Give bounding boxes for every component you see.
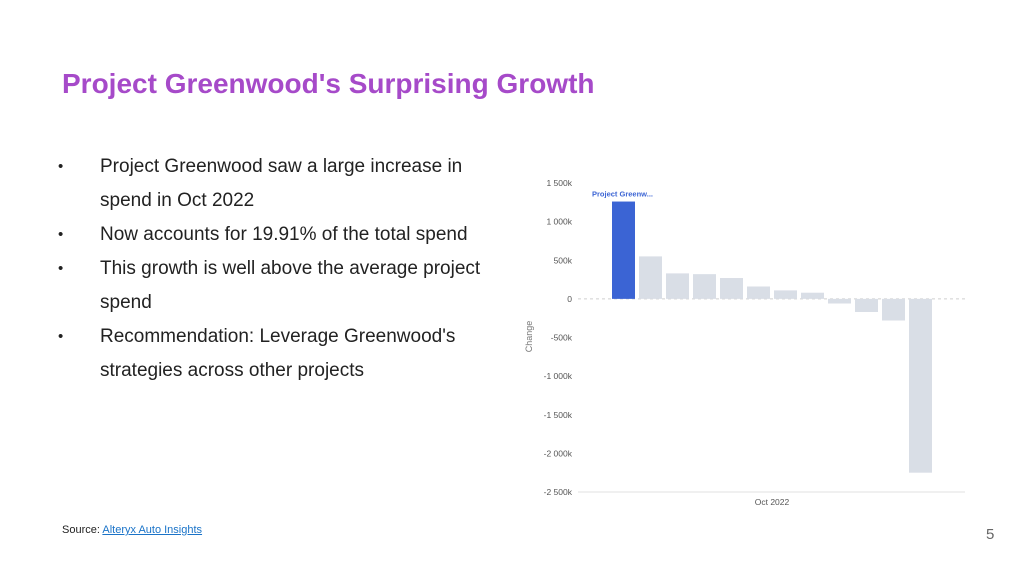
bar <box>747 286 770 299</box>
y-tick-label: -2 000k <box>544 448 573 458</box>
y-tick-label: -500k <box>551 333 573 343</box>
bullet-item: • Project Greenwood saw a large increase… <box>58 150 508 218</box>
bar <box>693 274 716 299</box>
bullet-text: Project Greenwood saw a large increase i… <box>100 156 463 211</box>
y-axis-title: Change <box>524 321 534 353</box>
bar <box>801 292 824 299</box>
bar <box>855 298 878 313</box>
y-tick-label: -1 500k <box>544 410 573 420</box>
y-tick-label: 1 500k <box>546 178 572 188</box>
highlight-bar-label: Project Greenw... <box>592 190 653 199</box>
bar <box>639 256 662 299</box>
highlight-bar <box>612 201 635 299</box>
bullet-list: • Project Greenwood saw a large increase… <box>58 150 508 388</box>
y-tick-label: -1 000k <box>544 371 573 381</box>
bar <box>720 278 743 299</box>
y-tick-label: -2 500k <box>544 487 573 497</box>
bullet-text: Recommendation: Leverage Greenwood's str… <box>100 326 456 381</box>
bar <box>666 273 689 299</box>
slide-title: Project Greenwood's Surprising Growth <box>62 68 595 99</box>
bullet-text: This growth is well above the average pr… <box>100 258 481 313</box>
x-axis-label: Oct 2022 <box>755 497 790 507</box>
y-tick-label: 1 000k <box>546 217 572 227</box>
page-number: 5 <box>986 526 995 543</box>
bullet-item: • Now accounts for 19.91% of the total s… <box>58 218 508 252</box>
source-prefix: Source: <box>62 524 100 536</box>
bullet-item: • This growth is well above the average … <box>58 252 508 320</box>
change-bar-chart: 1 500k 1 000k 500k 0 -500k -1 000k -1 500k -2 0… <box>524 178 965 507</box>
bullet-marker: • <box>58 158 64 175</box>
bar <box>774 290 797 299</box>
y-tick-label: 0 <box>567 294 572 304</box>
y-tick-label: 500k <box>554 255 573 265</box>
bullet-marker: • <box>58 260 64 277</box>
bar <box>828 298 851 304</box>
bullet-text: Now accounts for 19.91% of the total spe… <box>100 224 468 245</box>
bullet-item: • Recommendation: Leverage Greenwood's s… <box>58 320 508 388</box>
source-note: Source: Alteryx Auto Insights <box>62 524 202 536</box>
bar <box>882 298 905 321</box>
bar <box>909 298 932 473</box>
bars <box>612 201 932 473</box>
source-link[interactable]: Alteryx Auto Insights <box>102 524 203 536</box>
bullet-marker: • <box>58 226 64 243</box>
y-axis-ticks: 1 500k 1 000k 500k 0 -500k -1 000k -1 500k -2 0… <box>544 178 573 497</box>
bullet-marker: • <box>58 328 64 345</box>
